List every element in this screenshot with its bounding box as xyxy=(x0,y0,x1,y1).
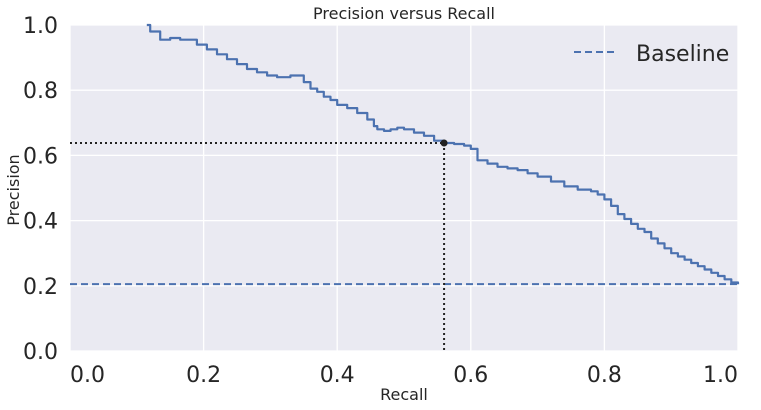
x-tick-label-4: 0.8 xyxy=(587,363,622,388)
y-axis-label: Precision xyxy=(4,154,23,225)
x-tick-label-3: 0.6 xyxy=(453,363,488,388)
annotation xyxy=(70,139,448,351)
y-tick-label-0: 0.0 xyxy=(23,340,58,365)
precision-recall-curve xyxy=(146,23,740,285)
y-tick-label-3: 0.6 xyxy=(23,144,58,169)
chart-title: Precision versus Recall xyxy=(313,4,495,23)
legend: Baseline xyxy=(574,42,729,67)
x-tick-label-1: 0.2 xyxy=(186,363,221,388)
y-tick-label-5: 1.0 xyxy=(23,14,58,39)
y-tick-label-4: 0.8 xyxy=(23,79,58,104)
legend-baseline-label: Baseline xyxy=(636,42,729,67)
series-lines xyxy=(70,23,740,286)
y-tick-labels: 0.0 0.2 0.4 0.6 0.8 1.0 xyxy=(23,14,58,365)
y-tick-label-2: 0.4 xyxy=(23,210,58,235)
plot-background xyxy=(70,25,738,351)
x-tick-label-5: 1.0 xyxy=(703,363,738,388)
grid xyxy=(69,24,739,352)
x-tick-label-0: 0.0 xyxy=(70,363,105,388)
y-tick-label-1: 0.2 xyxy=(23,275,58,300)
x-tick-labels: 0.0 0.2 0.4 0.6 0.8 1.0 xyxy=(70,363,738,388)
x-tick-label-2: 0.4 xyxy=(320,363,355,388)
x-axis-label: Recall xyxy=(380,385,428,404)
annotation-point xyxy=(440,139,448,147)
